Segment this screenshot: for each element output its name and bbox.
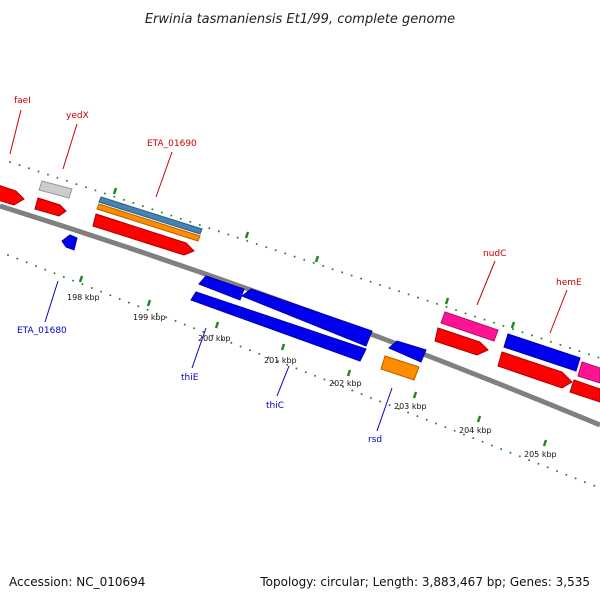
tick-label-199: 199 kbp [133, 313, 166, 322]
reverse-features [61, 234, 427, 381]
gene-thie-small-arrow[interactable] [198, 275, 245, 301]
tick-label-201: 201 kbp [264, 356, 297, 365]
label-leaders [9, 109, 568, 432]
gene-fael-arrow[interactable] [0, 185, 25, 206]
gene-eta-01680-arrow[interactable] [61, 234, 78, 251]
gene-thie-long-arrow[interactable] [190, 291, 367, 362]
gene-label-rsd[interactable]: rsd [368, 435, 382, 445]
tick-labels: 198 kbp 199 kbp 200 kbp 201 kbp 202 kbp … [67, 293, 557, 459]
gene-heme-arrow[interactable] [497, 351, 573, 389]
tick-label-204: 204 kbp [459, 426, 492, 435]
tick-label-200: 200 kbp [198, 334, 231, 343]
gene-rsd-orange[interactable] [380, 355, 420, 381]
gene-label-eta-01680[interactable]: ETA_01680 [17, 326, 67, 336]
forward-features [0, 180, 600, 403]
tick-label-203: 203 kbp [394, 402, 427, 411]
gene-eta-01690-arrow[interactable] [92, 213, 195, 256]
gene-labels: faeI yedX ETA_01690 ETA_01680 thiE thiC … [14, 96, 582, 445]
tick-label-198: 198 kbp [67, 293, 100, 302]
gene-thic-upper-arrow[interactable] [241, 288, 373, 347]
gene-label-eta-01690[interactable]: ETA_01690 [147, 139, 197, 149]
gene-label-yedx[interactable]: yedX [66, 111, 89, 121]
gene-edge-magenta[interactable] [577, 361, 600, 384]
gene-label-thie[interactable]: thiE [181, 373, 199, 383]
tick-label-205: 205 kbp [524, 450, 557, 459]
gene-edge-red[interactable] [569, 379, 600, 403]
gene-heme-blue[interactable] [503, 333, 581, 372]
gene-label-nudc[interactable]: nudC [483, 249, 506, 259]
outer-major-ticks [112, 187, 516, 329]
gene-label-thic[interactable]: thiC [266, 401, 284, 411]
gene-label-fael[interactable]: faeI [14, 96, 31, 106]
inner-major-ticks [78, 275, 548, 447]
inner-tick-track [7, 254, 600, 489]
gene-eta-01690-orange[interactable] [96, 203, 201, 242]
gene-eta-01690-steel[interactable] [98, 196, 203, 235]
map-title: Erwinia tasmaniensis Et1/99, complete ge… [145, 12, 455, 27]
gene-yedx-grey[interactable] [38, 180, 73, 199]
tick-label-202: 202 kbp [329, 379, 362, 388]
gene-nudc-arrow[interactable] [434, 327, 489, 356]
gene-label-heme[interactable]: hemE [556, 278, 582, 288]
accession-text: Accession: NC_010694 [9, 575, 145, 589]
gene-yedx-arrow[interactable] [34, 197, 67, 217]
outer-tick-track [9, 161, 600, 359]
genome-summary-text: Topology: circular; Length: 3,883,467 bp… [259, 575, 590, 589]
gene-nudc-magenta[interactable] [440, 311, 499, 342]
gene-rsd-blue-arrow[interactable] [388, 340, 427, 363]
